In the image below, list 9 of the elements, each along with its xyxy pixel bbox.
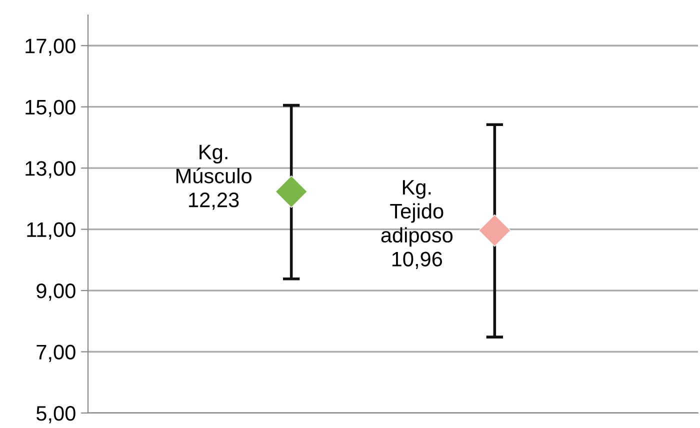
y-tick-label: 9,00: [36, 284, 76, 301]
y-tick-label: 15,00: [26, 100, 76, 118]
data-label: Kg. Tejido adiposo 10,96: [381, 180, 453, 269]
y-tick-label: 11,00: [27, 222, 76, 240]
y-tick-label: 13,00: [26, 161, 76, 178]
y-tick-label: 7,00: [36, 344, 76, 362]
y-tick-label: 5,00: [36, 406, 76, 424]
y-tick-label: 17,00: [26, 38, 76, 56]
data-label: Kg. Músculo 12,23: [176, 144, 252, 210]
